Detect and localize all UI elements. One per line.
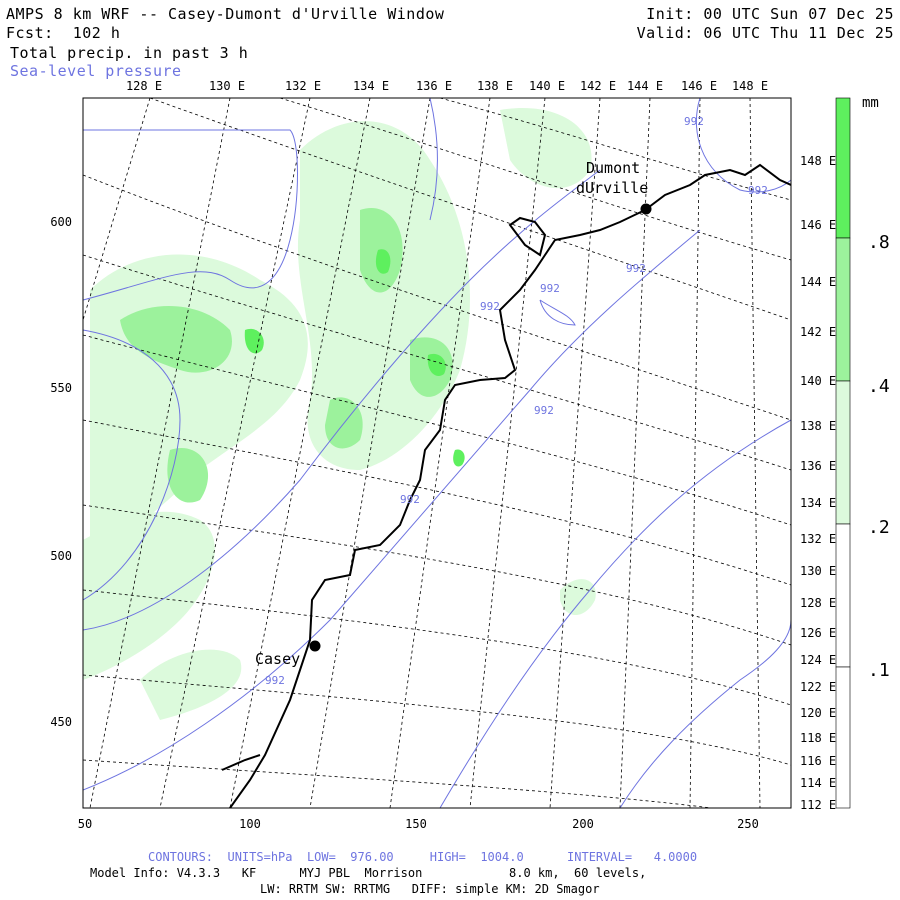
left-tick-label: 500 xyxy=(50,549,72,563)
right-lon-label: 126 E xyxy=(800,626,836,640)
right-lon-label: 144 E xyxy=(800,275,836,289)
top-lon-label: 140 E xyxy=(529,79,565,93)
station-dumont-durville-label-2: dUrville xyxy=(576,179,648,197)
right-lon-label: 148 E xyxy=(800,154,836,168)
svg-text:992: 992 xyxy=(400,493,420,506)
right-lon-label: 114 E xyxy=(800,776,836,790)
right-lon-label: 116 E xyxy=(800,754,836,768)
top-lon-label: 130 E xyxy=(209,79,245,93)
right-lon-label: 118 E xyxy=(800,731,836,745)
colorbar-label-08: .8 xyxy=(868,232,890,253)
coastline xyxy=(221,163,791,808)
colorbar-label-04: .4 xyxy=(868,376,890,397)
field-precip-label: Total precip. in past 3 h xyxy=(10,44,249,62)
bottom-tick-label: 250 xyxy=(737,817,759,831)
right-lon-label: 120 E xyxy=(800,706,836,720)
bottom-grid-ticks: 50 100 150 200 250 xyxy=(78,817,759,831)
colorbar-unit: mm xyxy=(862,95,879,111)
station-casey-label: Casey xyxy=(255,650,300,668)
pressure-contours xyxy=(83,98,791,808)
bottom-tick-label: 200 xyxy=(572,817,594,831)
svg-text:992: 992 xyxy=(265,674,285,687)
station-casey-marker[interactable] xyxy=(309,640,321,652)
top-lon-label: 144 E xyxy=(627,79,663,93)
contours-info: CONTOURS: UNITS=hPa LOW= 976.00 HIGH= 10… xyxy=(148,850,698,864)
right-lon-label: 138 E xyxy=(800,419,836,433)
model-info: Model Info: V4.3.3 KF MYJ PBL Morrison 8… xyxy=(90,866,647,880)
top-lon-label: 146 E xyxy=(681,79,717,93)
colorbar-label-02: .2 xyxy=(868,517,890,538)
svg-text:992: 992 xyxy=(534,404,554,417)
right-lon-label: 134 E xyxy=(800,496,836,510)
physics-info: LW: RRTM SW: RRTMG DIFF: simple KM: 2D S… xyxy=(260,882,600,896)
field-slp-label: Sea-level pressure xyxy=(10,62,182,80)
right-lon-label: 132 E xyxy=(800,532,836,546)
precip-shading xyxy=(83,108,596,720)
top-lon-label: 136 E xyxy=(416,79,452,93)
svg-text:992: 992 xyxy=(540,282,560,295)
top-lon-label: 134 E xyxy=(353,79,389,93)
svg-text:992: 992 xyxy=(748,184,768,197)
right-lon-label: 130 E xyxy=(800,564,836,578)
right-longitude-labels: 148 E 146 E 144 E 142 E 140 E 138 E 136 E 134 E… xyxy=(800,154,836,812)
right-lon-label: 128 E xyxy=(800,596,836,610)
plot-frame xyxy=(82,97,792,809)
left-tick-label: 450 xyxy=(50,715,72,729)
contour-labels: 992 992 992 992 992 992 992 992 xyxy=(265,115,768,687)
left-tick-label: 550 xyxy=(50,381,72,395)
station-dumont-durville-marker[interactable] xyxy=(640,203,652,215)
svg-text:992: 992 xyxy=(684,115,704,128)
init-time: Init: 00 UTC Sun 07 Dec 25 xyxy=(646,5,894,23)
bottom-tick-label: 50 xyxy=(78,817,92,831)
left-tick-label: 600 xyxy=(50,215,72,229)
precip-colorbar: mm .8 .4 .2 .1 xyxy=(835,95,890,809)
forecast-hour: Fcst: 102 h xyxy=(6,24,121,42)
colorbar-label-01: .1 xyxy=(868,660,890,681)
bottom-tick-label: 150 xyxy=(405,817,427,831)
valid-time: Valid: 06 UTC Thu 11 Dec 25 xyxy=(636,24,894,42)
right-lon-label: 140 E xyxy=(800,374,836,388)
top-lon-label: 132 E xyxy=(285,79,321,93)
top-lon-label: 138 E xyxy=(477,79,513,93)
bottom-tick-label: 100 xyxy=(239,817,261,831)
station-dumont-durville-label-1: Dumont xyxy=(586,159,640,177)
right-lon-label: 136 E xyxy=(800,459,836,473)
svg-text:992: 992 xyxy=(480,300,500,313)
svg-text:992: 992 xyxy=(626,262,646,275)
map-title: AMPS 8 km WRF -- Casey-Dumont d'Urville … xyxy=(6,5,445,23)
top-lon-label: 148 E xyxy=(732,79,768,93)
left-grid-ticks: 600 550 500 450 xyxy=(50,215,72,729)
right-lon-label: 142 E xyxy=(800,325,836,339)
right-lon-label: 146 E xyxy=(800,218,836,232)
right-lon-label: 124 E xyxy=(800,653,836,667)
top-lon-label: 142 E xyxy=(580,79,616,93)
longitude-lines xyxy=(83,98,791,808)
right-lon-label: 112 E xyxy=(800,798,836,812)
right-lon-label: 122 E xyxy=(800,680,836,694)
top-longitude-labels: 128 E 130 E 132 E 134 E 136 E 138 E 140 E 142 E… xyxy=(126,79,768,93)
top-lon-label: 128 E xyxy=(126,79,162,93)
